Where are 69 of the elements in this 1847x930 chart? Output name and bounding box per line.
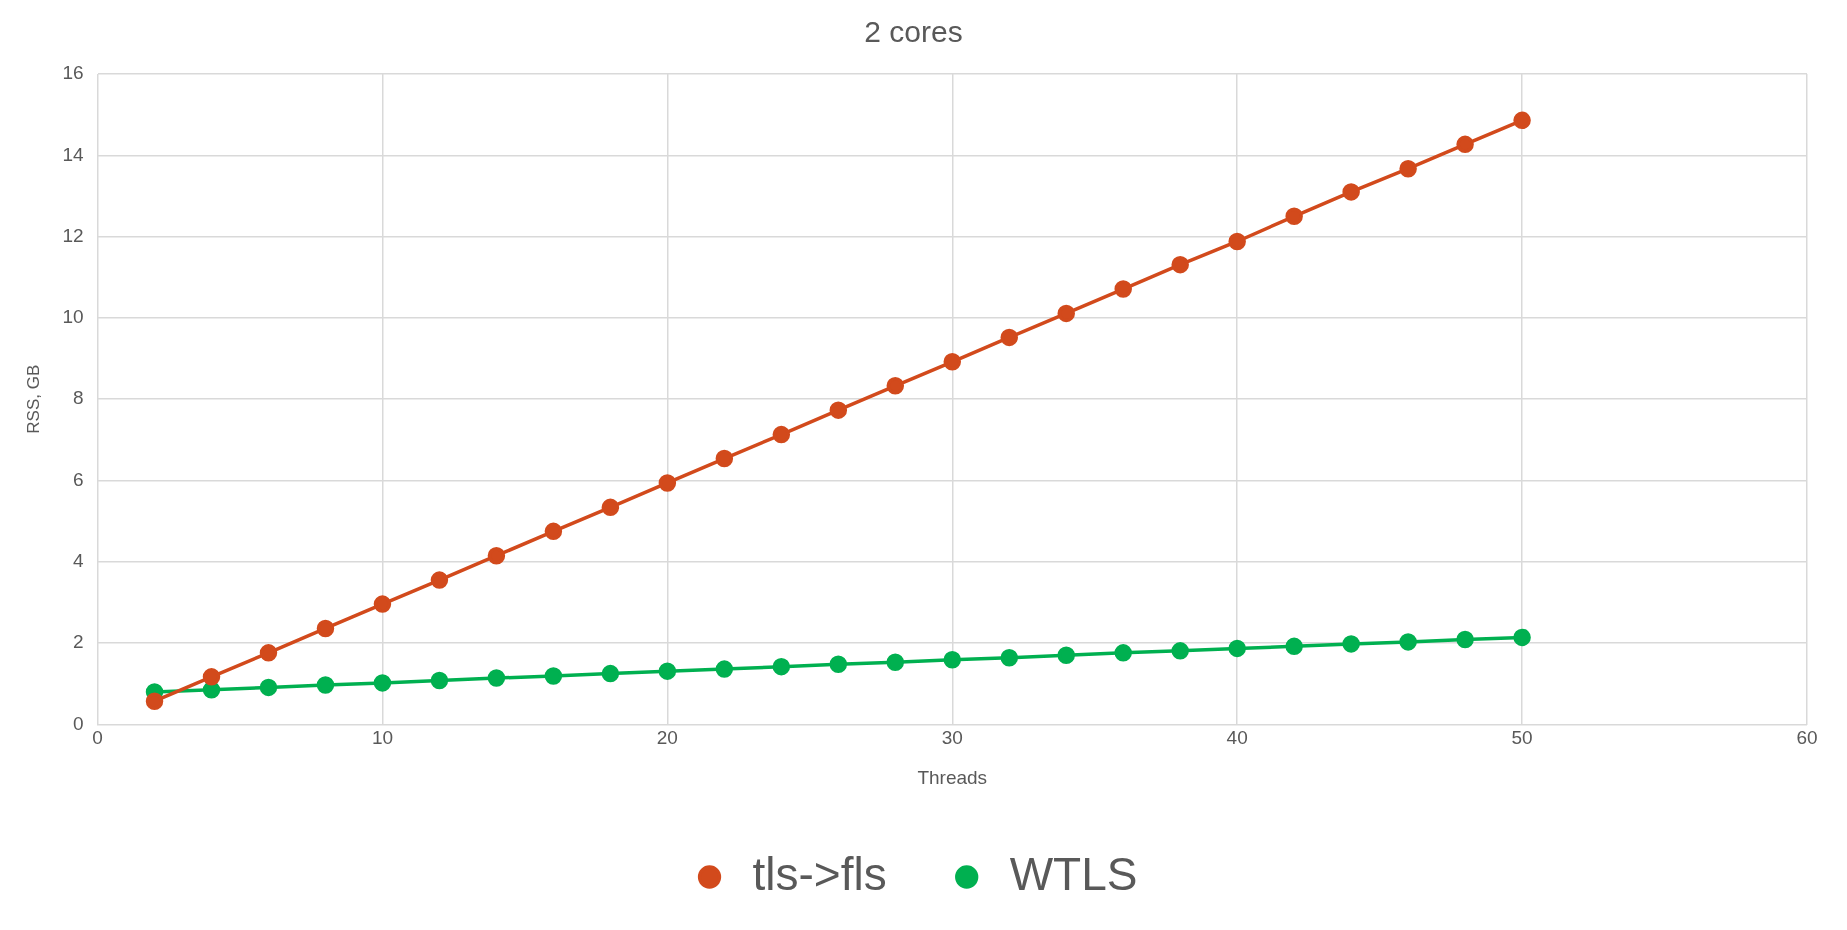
point [943, 353, 962, 371]
point [1342, 635, 1360, 653]
point [1285, 207, 1303, 226]
y-tick-label: 4 [72, 550, 84, 572]
point [829, 655, 848, 673]
point [1513, 111, 1531, 130]
x-tick-label: 0 [92, 727, 103, 749]
point [259, 678, 278, 697]
point [829, 401, 848, 419]
point [1114, 644, 1132, 662]
point [544, 667, 563, 685]
point [1456, 630, 1474, 649]
point [259, 644, 278, 662]
point [316, 676, 335, 694]
x-tick-label: 10 [371, 727, 394, 749]
y-tick-label: 12 [62, 224, 84, 246]
point [658, 474, 677, 492]
y-axis-title: RSS, GB [23, 364, 43, 434]
point [658, 662, 677, 680]
point [430, 571, 449, 589]
point [601, 498, 620, 517]
point [1228, 232, 1246, 251]
point [1456, 135, 1474, 154]
chart-title: 2 cores [864, 15, 963, 49]
point [1057, 304, 1075, 323]
x-tick-label: 60 [1796, 727, 1818, 749]
point [715, 449, 734, 468]
point [1171, 642, 1189, 660]
point [886, 653, 905, 671]
x-tick-label: 50 [1511, 727, 1533, 749]
point [1114, 280, 1132, 298]
point [886, 377, 905, 395]
point [487, 546, 506, 565]
point [487, 669, 506, 687]
y-tick-label: 14 [62, 143, 84, 165]
point [1399, 159, 1417, 178]
legend-label: WTLS [1009, 847, 1138, 900]
point [772, 657, 791, 676]
x-tick-label: 30 [941, 727, 963, 749]
y-tick-label: 0 [72, 712, 84, 734]
point [1399, 633, 1417, 651]
point [943, 651, 962, 669]
point [1513, 628, 1531, 647]
point [1342, 183, 1360, 201]
point [544, 522, 563, 541]
point [1285, 637, 1303, 656]
point [1000, 328, 1018, 347]
point [1228, 639, 1246, 658]
x-tick-label: 20 [656, 727, 678, 749]
point [715, 660, 734, 678]
point [373, 674, 392, 692]
y-tick-label: 6 [72, 468, 84, 490]
y-tick-label: 8 [72, 387, 84, 409]
point [1057, 646, 1075, 665]
point [1000, 648, 1018, 667]
point [145, 692, 164, 710]
point [373, 595, 392, 613]
y-tick-label: 10 [62, 306, 84, 328]
x-tick-label: 40 [1226, 727, 1248, 749]
x-axis-title: Threads [917, 766, 988, 788]
point [772, 425, 791, 444]
y-tick-label: 2 [72, 631, 84, 653]
point [601, 664, 620, 683]
point [202, 668, 221, 686]
legend-label: tls->fls [752, 847, 887, 900]
point [1171, 255, 1189, 274]
y-tick-label: 16 [62, 62, 84, 84]
point [316, 619, 335, 638]
point [430, 671, 449, 690]
